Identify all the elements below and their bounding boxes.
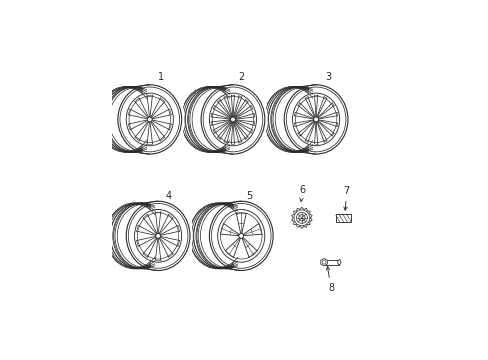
Circle shape [239,234,243,238]
Polygon shape [320,258,326,266]
Text: 2: 2 [235,72,244,87]
Circle shape [147,117,152,122]
Text: 5: 5 [242,191,252,206]
Text: 1: 1 [153,72,163,87]
Ellipse shape [337,260,340,265]
Bar [308,81,349,158]
Circle shape [313,117,318,122]
Text: 8: 8 [325,266,333,293]
Circle shape [155,234,160,238]
Bar [225,81,266,158]
Bar [146,83,183,156]
Text: 7: 7 [343,186,349,210]
Circle shape [313,117,318,122]
Bar [150,198,192,274]
Circle shape [230,117,235,122]
Circle shape [155,234,160,238]
Text: 3: 3 [319,72,330,87]
Bar [155,199,191,272]
Bar [229,83,266,156]
Circle shape [147,117,152,122]
Bar [335,214,350,222]
Circle shape [230,117,235,122]
Circle shape [239,234,243,238]
Bar [324,260,339,265]
Bar [312,83,349,156]
Bar [238,199,274,272]
Text: 6: 6 [299,185,305,202]
Text: 4: 4 [160,191,172,206]
Bar [142,81,183,158]
Bar [233,198,275,274]
